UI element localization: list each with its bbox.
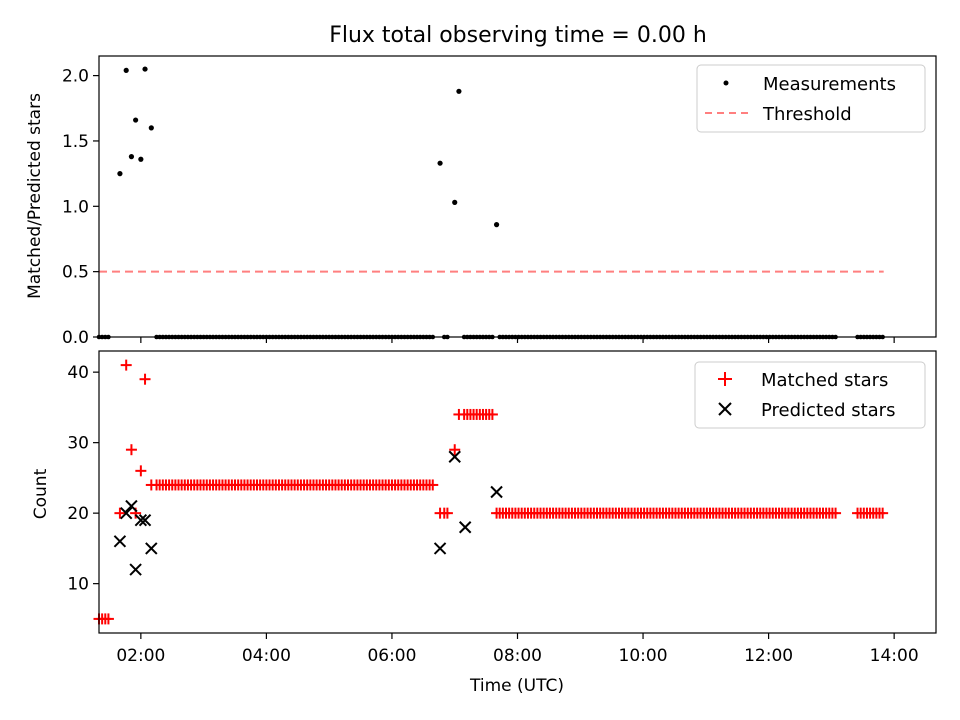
matched-marker — [449, 444, 461, 456]
x-tick-label: 10:00 — [619, 646, 668, 666]
bottom-marks — [93, 359, 889, 625]
bottom-panel: 10 20 30 40 02:00 04:00 06:00 08:00 10:00 12:00 14… — [31, 350, 937, 696]
matched-marker — [830, 507, 842, 519]
measurement-point — [437, 160, 443, 166]
matched-marker — [434, 507, 446, 519]
legend-matched-swatch — [718, 372, 732, 386]
top-marks — [96, 66, 885, 340]
x-tick-label: 14:00 — [870, 646, 919, 666]
matched-marker — [102, 613, 114, 625]
predicted-marker — [433, 542, 447, 555]
x-tick-label: 02:00 — [116, 646, 165, 666]
measurement-point — [133, 117, 139, 123]
measurement-point — [128, 154, 135, 160]
legend-threshold-label: Threshold — [762, 104, 852, 125]
predicted-marker — [490, 485, 503, 499]
measurement-point — [123, 67, 129, 73]
legend-predicted-swatch — [718, 402, 732, 416]
legend-predicted-label: Predicted stars — [761, 400, 895, 421]
top-legend: Measurements Threshold — [696, 64, 926, 133]
matched-marker — [145, 479, 157, 491]
chart-title: Flux total observing time = 0.00 h — [329, 23, 707, 48]
matched-marker — [877, 507, 889, 519]
bottom-legend: Matched stars Predicted stars — [694, 361, 926, 429]
measurement-point — [138, 156, 144, 162]
matched-marker — [427, 479, 439, 491]
measurement-point — [452, 199, 458, 205]
matched-marker — [120, 359, 132, 371]
bottom-y-tick-label: 30 — [67, 434, 89, 454]
bottom-axis: 10 20 30 40 02:00 04:00 06:00 08:00 10:00 12:00 14… — [67, 363, 918, 666]
matched-marker — [125, 444, 137, 456]
top-y-axis-label: Matched/Predicted stars — [25, 93, 45, 299]
measurement-point — [493, 222, 500, 228]
predicted-marker — [125, 499, 138, 513]
matched-marker — [453, 408, 465, 420]
bottom-y-tick-label: 40 — [67, 363, 89, 383]
x-axis-label: Time (UTC) — [469, 676, 564, 696]
top-axis: 0.0 0.5 1.0 1.5 2.0 — [62, 67, 895, 348]
top-y-tick-label: 2.0 — [62, 67, 89, 87]
matched-marker — [486, 408, 498, 420]
predicted-marker — [119, 506, 133, 520]
bottom-y-tick-label: 20 — [67, 504, 89, 524]
predicted-marker — [138, 513, 152, 527]
bottom-y-tick-label: 10 — [67, 575, 89, 595]
top-y-tick-label: 0.0 — [62, 328, 89, 348]
matched-marker — [114, 507, 126, 519]
legend-measurement-swatch — [723, 80, 729, 86]
top-y-tick-label: 1.0 — [62, 197, 89, 217]
predicted-marker — [113, 535, 127, 548]
bottom-legend-box — [694, 361, 926, 429]
predicted-marker — [134, 513, 148, 527]
top-panel: 0.00.51.01.52.0 Matched/Predicted stars … — [25, 55, 937, 348]
x-tick-label: 12:00 — [744, 646, 793, 666]
top-y-tick-label: 0.5 — [62, 263, 89, 283]
measurement-point — [117, 171, 123, 177]
measurement-point — [148, 125, 154, 131]
measurement-point — [456, 88, 462, 94]
predicted-marker — [458, 521, 472, 534]
x-tick-label: 04:00 — [242, 646, 291, 666]
matched-marker — [135, 465, 147, 477]
matched-marker — [139, 373, 151, 385]
matched-marker — [491, 507, 503, 519]
predicted-marker — [145, 542, 158, 555]
predicted-marker — [448, 450, 461, 463]
legend-measurements-label: Measurements — [763, 74, 896, 95]
top-legend-box — [696, 64, 926, 133]
legend-matched-label: Matched stars — [761, 370, 888, 391]
measurement-point — [142, 66, 148, 72]
bottom-y-axis-label: Count — [31, 468, 51, 519]
top-y-tick-label: 1.5 — [62, 132, 89, 152]
predicted-marker — [129, 563, 142, 576]
x-tick-label: 06:00 — [367, 646, 416, 666]
x-tick-label: 08:00 — [493, 646, 542, 666]
